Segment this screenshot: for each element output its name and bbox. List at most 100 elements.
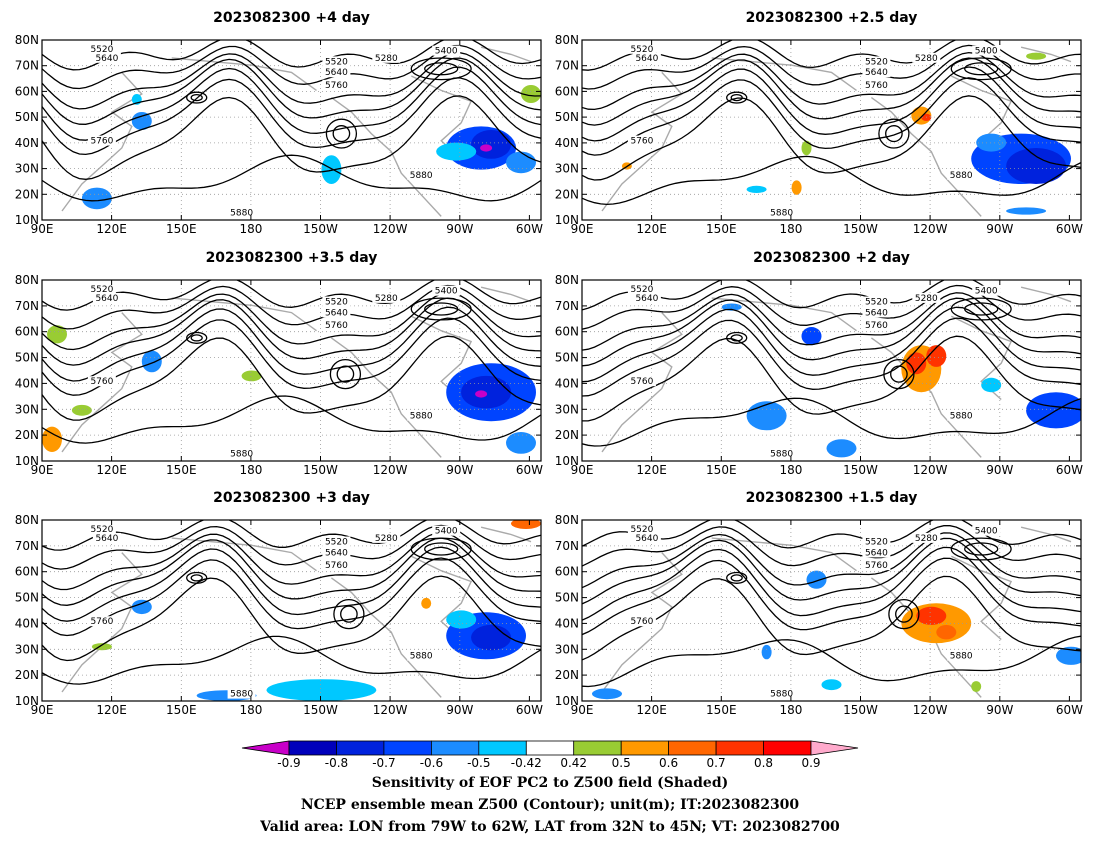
closed-contour [186, 331, 208, 344]
sensitivity-shading [906, 352, 927, 375]
z500-contour [42, 154, 541, 202]
closed-contour [730, 574, 743, 582]
coastline [330, 337, 442, 458]
x-tick-label: 180 [239, 463, 262, 477]
x-tick-label: 120W [373, 703, 408, 717]
contour-label-bg [87, 135, 116, 146]
contour-label: 5880 [230, 690, 253, 700]
contour-label: 5880 [230, 450, 253, 460]
y-tick-label: 70N [15, 299, 39, 313]
z500-contour [582, 525, 1081, 567]
contour-label: 5880 [950, 171, 973, 181]
contour-label-bg [862, 79, 891, 90]
sensitivity-shading [1056, 646, 1081, 665]
z500-contour [42, 635, 541, 685]
x-tick-label: 90E [571, 222, 594, 236]
closed-contour [950, 297, 1012, 321]
contour-label-bg [947, 410, 976, 421]
x-tick-label: 150W [303, 222, 338, 236]
sensitivity-shading [471, 624, 512, 651]
contour-label-bg [912, 532, 941, 543]
y-tick-label: 20N [15, 187, 39, 201]
contour-label: 5520 [325, 57, 348, 67]
sensitivity-shading [471, 130, 512, 159]
sensitivity-shading [801, 140, 812, 156]
contour-label-bg [632, 52, 661, 63]
closed-contour [410, 297, 472, 321]
y-tick-label: 20N [555, 428, 579, 442]
contour-label: 5520 [865, 298, 888, 308]
panel-title: 2023082300 +2 day [753, 250, 910, 266]
contour-label-bg [862, 547, 891, 558]
panel-title: 2023082300 +4 day [213, 10, 370, 26]
y-tick-label: 50N [555, 591, 579, 605]
contour-label-bg [627, 376, 656, 387]
x-tick-label: 90W [446, 463, 473, 477]
sensitivity-shading [81, 187, 112, 210]
y-tick-label: 10N [555, 213, 579, 227]
coastline [601, 71, 683, 212]
contour-label: 5280 [375, 534, 398, 544]
z500-contour [582, 335, 1081, 422]
caption-line-2: NCEP ensemble mean Z500 (Contour); unit(… [300, 797, 800, 813]
y-tick-label: 30N [555, 402, 579, 416]
closed-contour [424, 542, 459, 556]
contour-label-bg [767, 207, 796, 218]
contour-label: 5280 [375, 54, 398, 64]
sensitivity-shading [506, 151, 536, 174]
contour-label-bg [862, 320, 891, 331]
contour-label: 5760 [325, 561, 348, 571]
sensitivity-shading [826, 439, 857, 458]
closed-contour [186, 571, 208, 584]
y-tick-label: 40N [15, 616, 39, 630]
coastline [410, 315, 473, 401]
x-tick-label: 150W [843, 222, 878, 236]
z500-contour [42, 335, 541, 421]
closed-contour [878, 118, 910, 149]
x-tick-label: 120E [636, 463, 667, 477]
contour-label-bg [432, 285, 461, 296]
sensitivity-shading [475, 390, 488, 398]
contour-label-bg [947, 650, 976, 661]
contour-label: 5880 [410, 412, 433, 422]
contour-label: 5520 [865, 538, 888, 548]
contour-label: 5640 [95, 54, 118, 64]
contour-label-bg [862, 307, 891, 318]
contour-label-bg [972, 45, 1001, 56]
contour-label-bg [322, 79, 351, 90]
contour-label-bg [322, 56, 351, 67]
colorbar-left-triangle [241, 740, 290, 756]
closed-contour [190, 334, 203, 342]
x-tick-label: 150E [706, 222, 737, 236]
x-tick-label: 90E [571, 703, 594, 717]
x-tick-label: 90E [31, 703, 54, 717]
contour-label: 5280 [915, 534, 938, 544]
colorbar-box [525, 740, 575, 756]
contour-label-bg [322, 547, 351, 558]
contour-label: 5880 [410, 171, 433, 181]
contour-label: 5640 [635, 54, 658, 64]
contour-label-bg [862, 56, 891, 67]
x-tick-label: 150E [166, 703, 197, 717]
contour-label-bg [227, 688, 256, 699]
y-tick-label: 30N [15, 162, 39, 176]
y-tick-label: 80N [555, 513, 579, 527]
x-tick-label: 120E [96, 463, 127, 477]
colorbar-tick-label: -0.42 [511, 756, 542, 770]
caption-line-1: Sensitivity of EOF PC2 to Z500 field (Sh… [371, 775, 729, 791]
contour-label: 5400 [975, 47, 998, 57]
x-tick-label: 180 [239, 222, 262, 236]
y-tick-label: 10N [555, 454, 579, 468]
y-tick-label: 10N [15, 213, 39, 227]
contour-label: 5760 [90, 377, 113, 387]
sensitivity-shading [446, 610, 477, 629]
contour-label-bg [322, 320, 351, 331]
colorbar-tick-label: -0.5 [467, 756, 490, 770]
contour-label-bg [767, 688, 796, 699]
contour-label-bg [432, 525, 461, 536]
z500-contour [42, 40, 541, 71]
contour-label: 5520 [630, 525, 653, 535]
sensitivity-shading [761, 644, 772, 660]
